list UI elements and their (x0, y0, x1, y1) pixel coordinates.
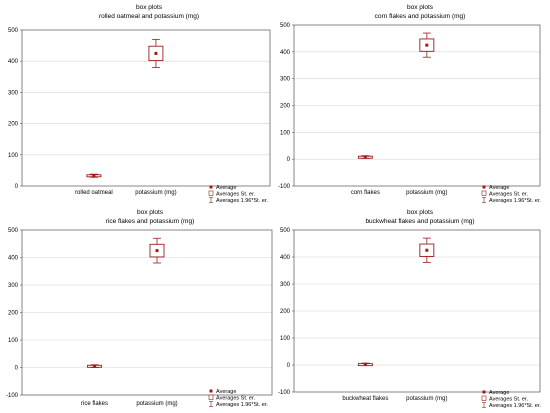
box-2 (419, 237, 435, 263)
legend-average-label: Average (489, 390, 509, 396)
y-tick-label: 500 (8, 28, 19, 34)
mean-marker (425, 248, 429, 252)
legend-se-symbol (208, 190, 214, 196)
chart-title: box plots (137, 209, 164, 216)
y-tick-label: 400 (8, 256, 19, 262)
plot-frame (21, 29, 271, 187)
y-tick-label: 100 (8, 338, 19, 344)
y-tick-label: 300 (280, 282, 291, 288)
y-tick-label: -100 (6, 393, 19, 399)
chart-panel-1: box plots rolled oatmeal and potassium (m… (8, 4, 271, 204)
legend-se-label: Averages St. er. (216, 396, 256, 402)
y-tick-label: 0 (15, 184, 19, 190)
box-2 (148, 38, 164, 68)
chart-subtitle: rice flakes and potassium (mg) (106, 218, 195, 225)
x-category-label: corn flakes (351, 190, 380, 196)
chart-panel-4: box plots buckwheat flakes and potassium … (278, 209, 541, 409)
chart-panel-2: box plots corn flakes and potassium (mg) -… (278, 4, 541, 204)
y-tick-label: 200 (8, 311, 19, 317)
legend-se-label: Averages St. er. (489, 192, 529, 198)
legend-se-symbol (481, 395, 487, 401)
legend-average-symbol (482, 185, 486, 189)
y-tick-label: 400 (280, 50, 291, 56)
mean-marker (425, 43, 429, 47)
box-1 (357, 362, 373, 367)
plot-frame (21, 229, 273, 396)
mean-marker (363, 362, 367, 366)
y-tick-label: 300 (8, 90, 19, 96)
chart-panel-3: box plots rice flakes and potassium (mg) -… (6, 209, 273, 408)
y-tick-label: 500 (8, 228, 19, 234)
box-1 (86, 173, 102, 178)
legend-se-label: Averages St. er. (489, 397, 529, 403)
mean-marker (93, 364, 96, 368)
x-category-label: rice flakes (81, 401, 108, 407)
legend-ci-label: Averages 1.96*St. er. (216, 198, 268, 204)
box-1 (357, 155, 373, 159)
x-category-label: potassium (mg) (135, 190, 176, 196)
y-tick-label: 300 (280, 77, 291, 83)
y-tick-label: 300 (8, 283, 19, 289)
y-tick-label: -100 (278, 390, 291, 396)
legend-se-symbol (208, 394, 214, 400)
chart-subtitle: buckwheat flakes and potassium (mg) (365, 218, 474, 225)
box-2 (419, 32, 435, 58)
x-category-label: potassium (mg) (136, 401, 177, 407)
y-tick-label: 400 (280, 255, 291, 261)
legend-ci-label: Averages 1.96*St. er. (489, 403, 541, 409)
box-2 (149, 237, 165, 264)
y-tick-label: 200 (280, 104, 291, 110)
x-category-label: rolled oatmeal (75, 190, 113, 196)
plot-frame (293, 229, 541, 393)
legend-average-label: Average (489, 185, 509, 191)
legend-average-symbol (209, 185, 213, 189)
y-tick-label: 500 (280, 228, 291, 234)
legend-se-symbol (481, 190, 487, 196)
x-category-label: potassium (mg) (406, 396, 447, 402)
y-tick-label: 400 (8, 59, 19, 65)
x-category-label: potassium (mg) (406, 190, 447, 196)
y-tick-label: 100 (8, 153, 19, 159)
mean-marker (363, 155, 367, 159)
legend-se-label: Averages St. er. (216, 192, 256, 198)
mean-marker (155, 249, 159, 253)
x-category-label: buckwheat flakes (342, 396, 388, 402)
chart-title: box plots (407, 209, 434, 216)
y-tick-label: 100 (280, 130, 291, 136)
legend-average-label: Average (216, 185, 236, 191)
y-tick-label: 0 (287, 363, 291, 369)
y-tick-label: 100 (280, 336, 291, 342)
chart-title: box plots (407, 4, 434, 11)
legend-ci-label: Averages 1.96*St. er. (489, 198, 541, 204)
box-1 (87, 364, 102, 368)
legend-ci-label: Averages 1.96*St. er. (216, 402, 268, 408)
mean-marker (154, 51, 158, 55)
y-tick-label: 200 (280, 309, 291, 315)
y-tick-label: 200 (8, 122, 19, 128)
legend-average-symbol (482, 390, 486, 394)
y-tick-label: -100 (278, 184, 291, 190)
legend-average-label: Average (216, 389, 236, 395)
chart-subtitle: rolled oatmeal and potassium (mg) (99, 13, 199, 20)
y-tick-label: 0 (15, 366, 19, 372)
chart-title: box plots (136, 4, 163, 11)
legend-average-symbol (209, 389, 213, 393)
y-tick-label: 0 (287, 157, 291, 163)
y-tick-label: 500 (280, 23, 291, 29)
mean-marker (92, 174, 96, 178)
plot-frame (293, 24, 541, 187)
chart-subtitle: corn flakes and potassium (mg) (375, 13, 466, 20)
